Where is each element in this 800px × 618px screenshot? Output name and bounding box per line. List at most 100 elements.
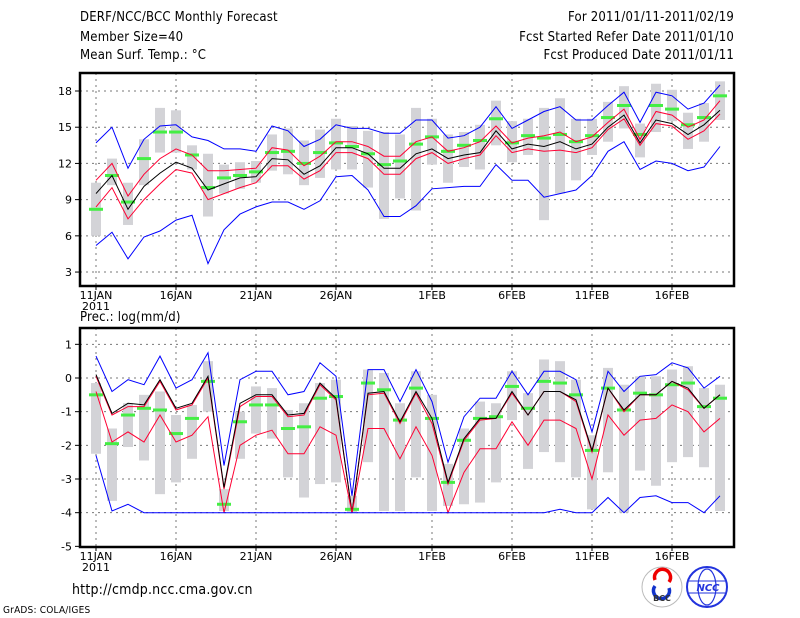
ensemble-range-bar [251, 386, 261, 434]
panel1-variable: Mean Surf. Temp.: °C [80, 48, 207, 63]
ensemble-range-bar [667, 89, 677, 122]
ensemble-range-bar [459, 132, 469, 168]
marker-bar [681, 381, 695, 385]
series-line-upper-outer [95, 351, 721, 496]
marker-bar [169, 432, 183, 436]
ensemble-range-bar [539, 107, 549, 221]
marker-bar [505, 384, 519, 388]
ensemble-range-bar [683, 112, 693, 149]
ensemble-range-bar [715, 384, 725, 511]
marker-bar [249, 170, 263, 174]
marker-bar [105, 442, 119, 446]
marker-bar [313, 151, 327, 155]
ensemble-range-bar [555, 98, 565, 194]
y-tick-label: 12 [58, 157, 72, 170]
marker-bar [521, 134, 535, 138]
x-tick-label: 11JAN [80, 550, 113, 563]
ensemble-range-bar [619, 384, 629, 513]
footer-url: http://cmdp.ncc.cma.gov.cn [72, 582, 253, 598]
ensemble-range-bar [139, 139, 149, 186]
marker-bar [377, 388, 391, 392]
marker-bar [537, 136, 551, 140]
ensemble-range-bar [715, 81, 725, 120]
x-tick-label: 11JAN [80, 289, 113, 302]
marker-bar [265, 151, 279, 155]
ensemble-range-bar [699, 103, 709, 142]
x-tick-sublabel: 2011 [82, 300, 110, 313]
y-tick-label: -5 [61, 540, 72, 553]
marker-bar [681, 123, 695, 127]
ensemble-range-bar [123, 182, 133, 225]
ensemble-range-bar [427, 118, 437, 165]
ensemble-range-bar [91, 383, 101, 454]
ensemble-range-bar [395, 134, 405, 199]
ensemble-range-bar [587, 435, 597, 510]
ensemble-range-bar [219, 489, 229, 511]
marker-bar [89, 207, 103, 211]
ensemble-range-bar [667, 369, 677, 463]
y-tick-label: 0 [65, 372, 72, 385]
forecast-start-date: Fcst Started Refer Date 2011/01/10 [519, 30, 734, 45]
ensemble-range-bar [475, 401, 485, 503]
svg-text:NCC: NCC [696, 583, 720, 594]
marker-bar [217, 176, 231, 180]
x-tick-label: 16FEB [655, 289, 690, 302]
marker-bar [649, 103, 663, 107]
series-line-lower-outer [95, 141, 721, 265]
marker-bar [361, 381, 375, 385]
marker-bar [297, 161, 311, 165]
marker-bar [665, 107, 679, 111]
marker-bar [489, 117, 503, 121]
x-tick-label: 16JAN [160, 289, 193, 302]
x-tick-label: 26JAN [320, 289, 353, 302]
marker-bar [281, 427, 295, 431]
ensemble-range-bar [619, 86, 629, 129]
ensemble-range-bar [187, 404, 197, 459]
marker-bar [489, 415, 503, 419]
ensemble-range-bar [571, 118, 581, 181]
marker-bar [345, 145, 359, 149]
x-tick-label: 21JAN [240, 550, 273, 563]
x-tick-label: 1FEB [418, 289, 446, 302]
series-line-lower-outer [95, 455, 721, 514]
ensemble-range-bar [459, 428, 469, 505]
series-line-mean [95, 109, 721, 211]
x-tick-label: 6FEB [498, 550, 526, 563]
series-line-lower-inner [95, 113, 721, 220]
marker-bar [265, 403, 279, 407]
y-tick-label: -1 [61, 406, 72, 419]
ensemble-range-bar [379, 132, 389, 219]
series-line-lower-inner [95, 391, 721, 515]
ensemble-range-bar [523, 393, 533, 469]
series-line-upper-outer [95, 84, 721, 170]
ensemble-range-bar [187, 145, 197, 170]
ensemble-range-bar [651, 83, 661, 133]
marker-bar [169, 130, 183, 134]
ensemble-range-bar [107, 158, 117, 186]
ensemble-range-bar [139, 394, 149, 461]
ensemble-range-bar [491, 100, 501, 146]
ensemble-range-bar [155, 107, 165, 153]
ensemble-range-bar [475, 124, 485, 170]
marker-bar [137, 406, 151, 410]
marker-bar [697, 405, 711, 409]
marker-bar [697, 116, 711, 120]
ensemble-range-bar [395, 403, 405, 511]
marker-bar [185, 416, 199, 420]
ensemble-range-bar [203, 153, 213, 217]
marker-bar [201, 186, 215, 190]
marker-bar [329, 395, 343, 399]
ensemble-range-bar [379, 372, 389, 511]
series-line-upper-inner [95, 376, 721, 513]
plot-frame [78, 326, 736, 549]
plot-frame [78, 71, 736, 288]
marker-bar [393, 418, 407, 422]
marker-bar [633, 132, 647, 136]
marker-bar [313, 396, 327, 400]
ensemble-range-bar [411, 371, 421, 478]
marker-bar [89, 393, 103, 397]
ensemble-range-bar [603, 367, 613, 473]
ensemble-range-bar [107, 428, 117, 501]
